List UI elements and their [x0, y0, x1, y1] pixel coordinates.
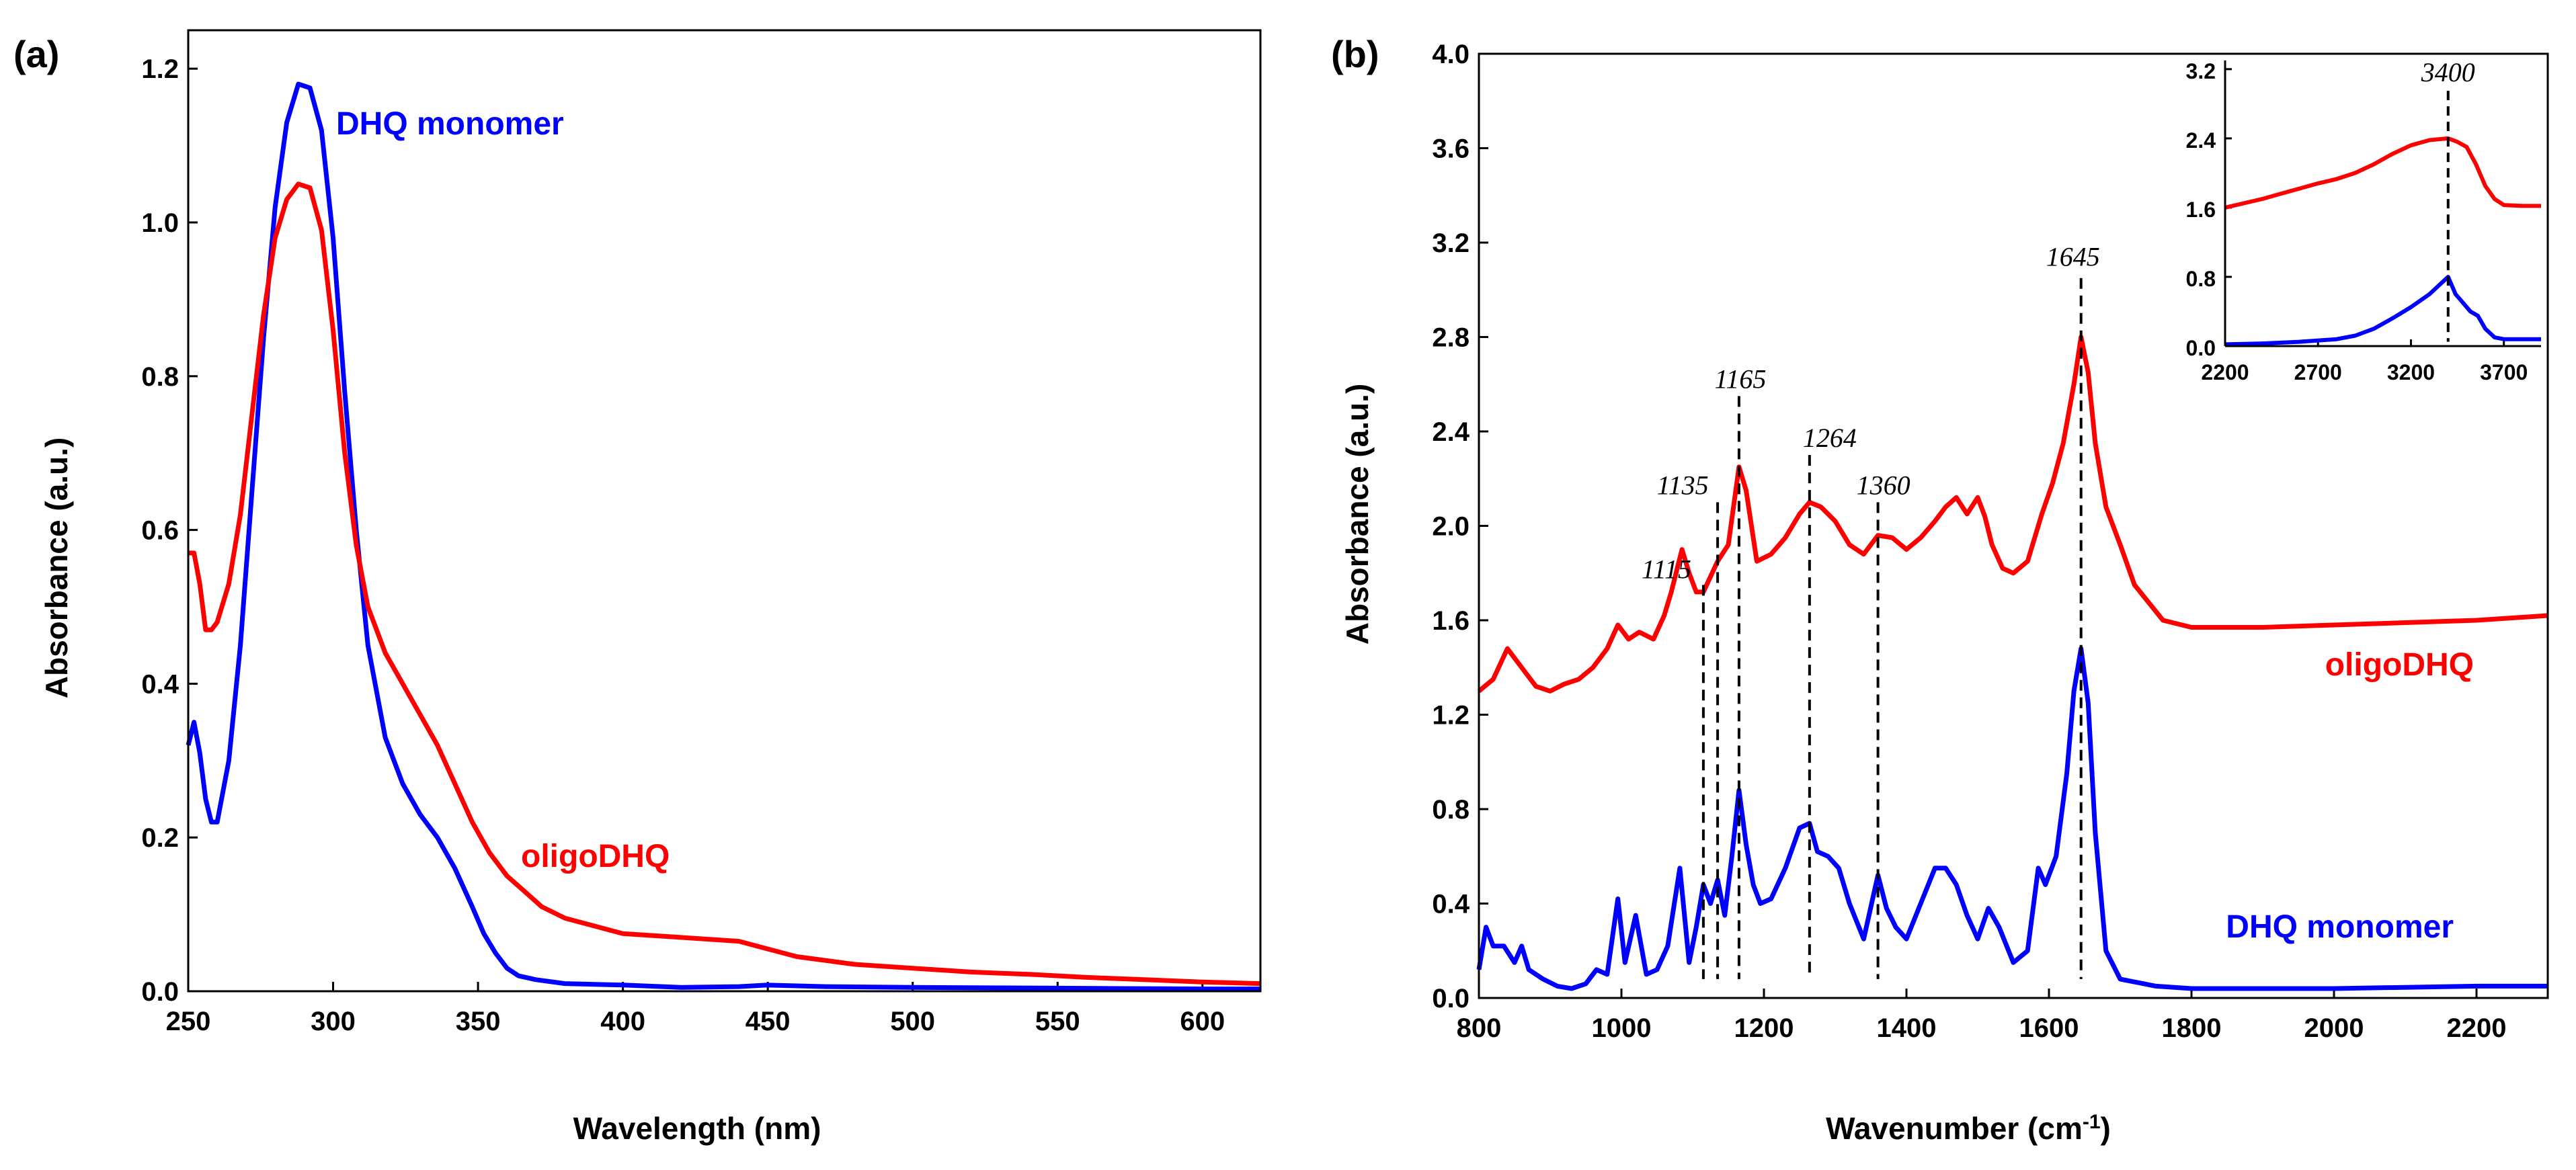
y-tick-label: 2.8 — [1432, 323, 1470, 353]
y-tick-label: 3.6 — [1432, 134, 1470, 164]
panel-a-label: (a) — [13, 33, 59, 75]
peak-marker-label: 1264 — [1803, 423, 1857, 453]
series-line-dhq-monomer — [2224, 275, 2541, 347]
panel-a-ylabel: Absorbance (a.u.) — [39, 437, 74, 699]
panel-b-frame — [1478, 52, 2549, 999]
panel-b-xlabel-sup: -1 — [2083, 1111, 2101, 1133]
inset-peak-marker-label: 3400 — [2421, 57, 2475, 87]
x-tick-label: 1200 — [1734, 1013, 1794, 1043]
x-tick-label: 1600 — [2019, 1013, 2079, 1043]
series-line-oligodhq — [2224, 136, 2541, 210]
peak-marker-label: 1360 — [1857, 470, 1910, 500]
x-tick-label: 300 — [311, 1007, 356, 1036]
panel-b-xlabel: Wavenumber (cm-1) — [1826, 1111, 2111, 1146]
panel-a-plot: 0.0 0.2 0.4 0.6 0.8 1.0 1.2 250 300 350 400 450 500 5… — [141, 54, 1261, 1036]
series-label-oligodhq: oligoDHQ — [521, 839, 670, 874]
panel-b-xlabel-main: Wavenumber (cm — [1826, 1111, 2083, 1146]
y-tick-label: 2.4 — [1432, 417, 1470, 447]
series-label-oligodhq: oligoDHQ — [2325, 647, 2474, 683]
y-tick-label: 2.0 — [1432, 512, 1470, 542]
y-tick-label: 4.0 — [1432, 40, 1470, 69]
panel-a: (a) Absorbance (a.u.) Wavelength (nm) 0.… — [13, 29, 1262, 1146]
y-tick-label: 0.0 — [2186, 336, 2216, 360]
peak-marker-label: 1645 — [2046, 242, 2100, 272]
panel-b-plot: 0.0 0.4 0.8 1.2 1.6 2.0 2.4 2.8 3.2 3.6 4.0 800 1000… — [1432, 40, 2548, 1043]
series-line-dhq-monomer — [1476, 646, 2548, 991]
x-tick-label: 500 — [890, 1007, 935, 1036]
inset-background — [2225, 60, 2541, 346]
peak-marker-label: 1165 — [1714, 364, 1766, 394]
panel-a-xlabel: Wavelength (nm) — [573, 1111, 821, 1146]
series-line-dhq-monomer — [186, 81, 1260, 992]
panel-b-label: (b) — [1331, 33, 1379, 75]
series-line-oligodhq — [188, 181, 1261, 987]
x-tick-label: 2200 — [2447, 1013, 2507, 1043]
panel-a-frame — [187, 29, 1262, 993]
y-tick-label: 0.2 — [141, 823, 179, 853]
x-tick-label: 250 — [166, 1007, 211, 1036]
x-tick-label: 550 — [1035, 1007, 1080, 1036]
series-line-oligodhq — [1477, 335, 2548, 694]
x-tick-label: 1000 — [1592, 1013, 1652, 1043]
panel-b-xlabel-end: ) — [2101, 1111, 2111, 1146]
x-tick-label: 350 — [456, 1007, 501, 1036]
x-tick-label: 3200 — [2387, 360, 2435, 384]
y-tick-label: 1.2 — [141, 54, 179, 84]
y-tick-label: 3.2 — [2186, 59, 2216, 83]
y-tick-label: 0.8 — [1432, 795, 1470, 825]
panel-b-inset: 0.0 0.8 1.6 2.4 3.2 2200 2700 3200 3700 3400 — [2186, 57, 2541, 384]
y-tick-label: 0.6 — [141, 516, 179, 546]
x-tick-label: 1400 — [1877, 1013, 1937, 1043]
x-tick-label: 1800 — [2162, 1013, 2222, 1043]
y-tick-label: 0.0 — [141, 977, 179, 1007]
x-tick-label: 3700 — [2480, 360, 2528, 384]
x-tick-label: 600 — [1180, 1007, 1225, 1036]
panel-b: (b) Absorbance (a.u.) Wavenumber (cm-1) … — [1331, 33, 2549, 1146]
series-label-dhq-monomer: DHQ monomer — [336, 106, 564, 142]
y-tick-label: 1.2 — [1432, 701, 1470, 730]
y-tick-label: 2.4 — [2186, 128, 2216, 153]
panel-b-ylabel: Absorbance (a.u.) — [1340, 384, 1375, 645]
y-tick-label: 1.6 — [1432, 606, 1470, 636]
y-tick-label: 0.8 — [141, 362, 179, 392]
peak-marker-label: 1135 — [1657, 470, 1709, 500]
y-tick-label: 0.4 — [141, 669, 179, 699]
peak-marker-label: 1115 — [1642, 554, 1691, 584]
x-tick-label: 800 — [1457, 1013, 1502, 1043]
y-tick-label: 0.8 — [2186, 267, 2216, 291]
y-tick-label: 0.4 — [1432, 890, 1470, 919]
series-label-dhq-monomer: DHQ monomer — [2226, 909, 2454, 945]
y-tick-label: 1.0 — [141, 208, 179, 238]
x-tick-label: 450 — [746, 1007, 791, 1036]
y-tick-label: 3.2 — [1432, 228, 1470, 258]
x-tick-label: 2700 — [2294, 360, 2342, 384]
y-tick-label: 1.6 — [2186, 198, 2216, 222]
y-tick-label: 0.0 — [1432, 984, 1470, 1013]
x-tick-label: 2000 — [2304, 1013, 2364, 1043]
x-tick-label: 2200 — [2201, 360, 2249, 384]
x-tick-label: 400 — [600, 1007, 645, 1036]
